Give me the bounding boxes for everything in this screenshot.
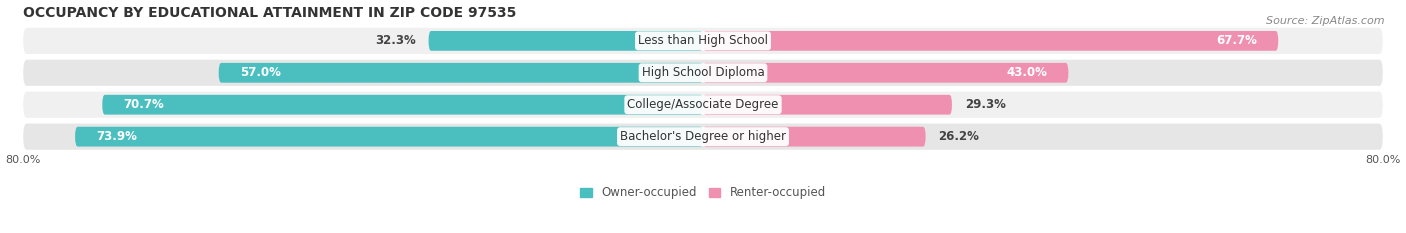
Text: High School Diploma: High School Diploma bbox=[641, 66, 765, 79]
FancyBboxPatch shape bbox=[219, 63, 703, 83]
FancyBboxPatch shape bbox=[429, 31, 703, 51]
FancyBboxPatch shape bbox=[103, 95, 703, 115]
Text: Source: ZipAtlas.com: Source: ZipAtlas.com bbox=[1267, 16, 1385, 26]
Text: 29.3%: 29.3% bbox=[965, 98, 1005, 111]
FancyBboxPatch shape bbox=[703, 95, 952, 115]
Text: Less than High School: Less than High School bbox=[638, 34, 768, 47]
FancyBboxPatch shape bbox=[24, 60, 1382, 86]
FancyBboxPatch shape bbox=[24, 28, 1382, 54]
FancyBboxPatch shape bbox=[75, 127, 703, 147]
Text: 32.3%: 32.3% bbox=[375, 34, 416, 47]
Text: 70.7%: 70.7% bbox=[124, 98, 165, 111]
Legend: Owner-occupied, Renter-occupied: Owner-occupied, Renter-occupied bbox=[575, 182, 831, 204]
Text: 43.0%: 43.0% bbox=[1007, 66, 1047, 79]
Text: 67.7%: 67.7% bbox=[1216, 34, 1257, 47]
FancyBboxPatch shape bbox=[24, 123, 1382, 150]
Text: Bachelor's Degree or higher: Bachelor's Degree or higher bbox=[620, 130, 786, 143]
Text: 57.0%: 57.0% bbox=[240, 66, 281, 79]
FancyBboxPatch shape bbox=[703, 127, 925, 147]
Text: OCCUPANCY BY EDUCATIONAL ATTAINMENT IN ZIP CODE 97535: OCCUPANCY BY EDUCATIONAL ATTAINMENT IN Z… bbox=[24, 6, 516, 20]
FancyBboxPatch shape bbox=[24, 92, 1382, 118]
Text: College/Associate Degree: College/Associate Degree bbox=[627, 98, 779, 111]
Text: 26.2%: 26.2% bbox=[938, 130, 979, 143]
FancyBboxPatch shape bbox=[703, 31, 1278, 51]
Text: 73.9%: 73.9% bbox=[97, 130, 138, 143]
FancyBboxPatch shape bbox=[703, 63, 1069, 83]
